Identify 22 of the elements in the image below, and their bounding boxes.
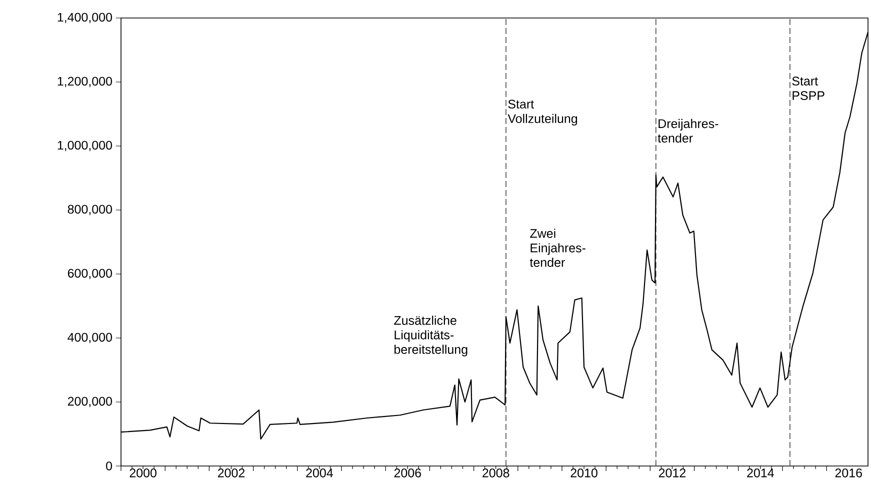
- x-tick-label: 2008: [482, 468, 510, 478]
- annotation: Zusätzliche Liquiditäts-bereitstellung: [394, 316, 468, 356]
- x-tick-label: 2006: [394, 468, 421, 478]
- annotation: Dreijahres-tender: [658, 118, 718, 143]
- annotation: Start PSPP: [792, 76, 824, 100]
- y-tick-label: 200,000: [68, 396, 112, 408]
- annotation: Start Vollzuteilung: [508, 100, 578, 126]
- x-tick-label: 2012: [658, 468, 686, 478]
- x-tick-label: 2016: [835, 468, 862, 478]
- y-tick-label: 0: [106, 462, 112, 470]
- y-tick-label: 1,400,000: [58, 12, 112, 24]
- x-tick-label: 2014: [747, 468, 774, 478]
- y-tick-label: 800,000: [68, 204, 112, 216]
- y-tick-label: 1,200,000: [58, 76, 112, 88]
- x-tick-label: 2000: [130, 468, 156, 478]
- x-tick-label: 2002: [218, 468, 245, 478]
- annotation: Zwei Einjahres-tender: [530, 228, 586, 267]
- y-tick-label: 1,000,000: [58, 140, 112, 152]
- y-tick-label: 400,000: [68, 332, 112, 344]
- x-tick-label: 2010: [570, 468, 598, 478]
- y-tick-label: 600,000: [68, 268, 112, 280]
- x-tick-label: 2004: [306, 468, 333, 478]
